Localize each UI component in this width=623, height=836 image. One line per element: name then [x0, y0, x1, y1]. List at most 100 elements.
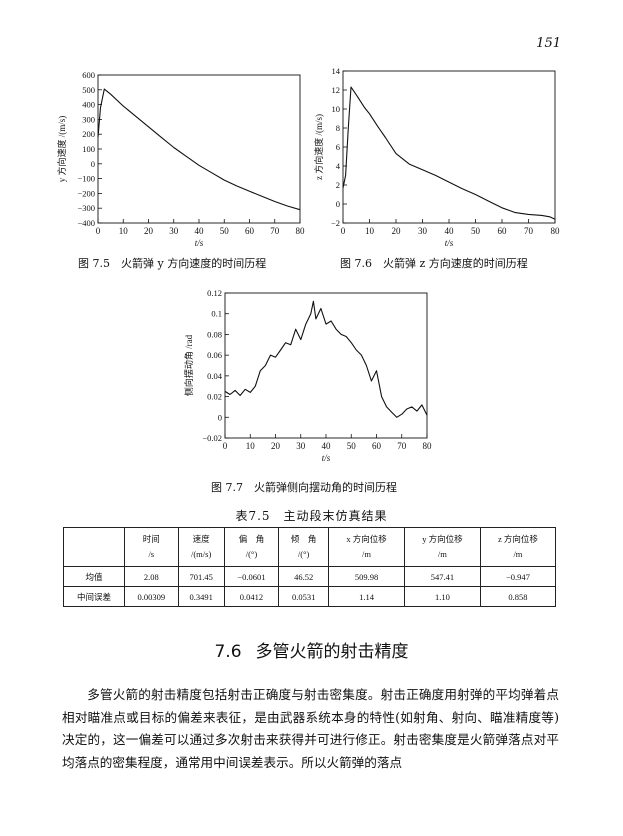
table-header-yaw: 偏 角/(°) — [224, 528, 279, 567]
table-header-x-displacement: x 方向位移/m — [329, 528, 405, 567]
y-tick-label: 0 — [91, 159, 95, 169]
y-tick-label: 0.06 — [207, 350, 222, 360]
y-tick-label: 0.1 — [211, 309, 222, 319]
table-cell: 0.0412 — [224, 587, 279, 607]
x-tick-label: 40 — [445, 226, 455, 236]
series-line — [225, 301, 427, 417]
series-line — [98, 89, 300, 210]
table-header-row: 时间/s 速度/(m/s) 偏 角/(°) 倾 角/(°) x 方向位移/m y… — [64, 528, 556, 567]
table-row-probable-error: 中间误差 0.00309 0.3491 0.0412 0.0531 1.14 1… — [64, 587, 556, 607]
body-paragraph: 多管火箭的射击精度包括射击正确度与射击密集度。射击正确度用射弹的平均弹着点相对瞄… — [62, 684, 559, 774]
x-tick-label: 60 — [498, 226, 508, 236]
x-tick-label: 30 — [169, 226, 179, 236]
figure-caption-7-6: 图 7.6 火箭弹 z 方向速度的时间历程 — [340, 255, 528, 271]
y-tick-label: 0.04 — [207, 371, 223, 381]
y-tick-label: 600 — [82, 70, 95, 80]
x-axis-label: t/s — [195, 238, 204, 248]
table-cell: 1.10 — [404, 587, 480, 607]
x-tick-label: 20 — [144, 226, 154, 236]
table-cell: 701.45 — [178, 567, 224, 587]
plot-frame — [225, 293, 427, 438]
y-tick-label: 14 — [332, 66, 341, 76]
chart-lateral-swing-angle: 0 10 20 30 40 50 60 70 80 0.12 0.1 0.08 0.06 0.04 0.02… — [185, 286, 440, 471]
section-number: 7.6 — [214, 642, 241, 662]
x-tick-label: 10 — [365, 226, 375, 236]
table-cell: 0.858 — [480, 587, 555, 607]
x-tick-label: 0 — [223, 441, 228, 451]
table-cell: 2.08 — [125, 567, 179, 587]
x-axis-label: t/s — [322, 453, 331, 463]
chart-y-velocity: 0 10 20 30 40 50 60 70 80 600 500 400 300 200 100 0 −100… — [55, 65, 315, 250]
series-line — [343, 87, 555, 219]
table-cell: −0.947 — [480, 567, 555, 587]
x-tick-label: 0 — [96, 226, 101, 236]
table-header-y-displacement: y 方向位移/m — [404, 528, 480, 567]
y-tick-label: −0.02 — [202, 433, 222, 443]
x-tick-label: 70 — [524, 226, 534, 236]
x-tick-label: 70 — [397, 441, 407, 451]
x-tick-label: 10 — [246, 441, 256, 451]
table-header-z-displacement: z 方向位移/m — [480, 528, 555, 567]
y-tick-label: 2 — [336, 180, 340, 190]
table-cell: 509.98 — [329, 567, 405, 587]
x-tick-label: 10 — [119, 226, 129, 236]
y-axis-label: 侧向摆动角 /rad — [183, 334, 194, 396]
y-tick-label: 300 — [82, 114, 95, 124]
table-corner-cell — [64, 528, 125, 567]
table-title: 表7.5 主动段末仿真结果 — [0, 507, 623, 524]
x-tick-label: 20 — [271, 441, 281, 451]
y-tick-label: −100 — [77, 174, 95, 184]
row-label: 均值 — [64, 567, 125, 587]
y-tick-label: 0.02 — [207, 392, 222, 402]
y-tick-label: 8 — [336, 123, 340, 133]
plot-frame — [98, 75, 300, 223]
y-tick-label: 0.12 — [207, 288, 222, 298]
results-table: 时间/s 速度/(m/s) 偏 角/(°) 倾 角/(°) x 方向位移/m y… — [63, 527, 556, 607]
x-tick-label: 80 — [551, 226, 561, 236]
x-tick-label: 40 — [322, 441, 332, 451]
table-cell: −0.0601 — [224, 567, 279, 587]
y-tick-label: 100 — [82, 144, 95, 154]
y-axis-label: y 方向速度 /(m/s) — [56, 116, 67, 183]
y-tick-label: 4 — [336, 161, 341, 171]
x-tick-label: 20 — [392, 226, 402, 236]
x-axis-label: t/s — [445, 238, 454, 248]
y-tick-label: 400 — [82, 100, 95, 110]
table-cell: 547.41 — [404, 567, 480, 587]
y-tick-label: −2 — [331, 218, 340, 228]
table-cell: 1.14 — [329, 587, 405, 607]
row-label: 中间误差 — [64, 587, 125, 607]
x-tick-label: 80 — [423, 441, 433, 451]
table-row-mean: 均值 2.08 701.45 −0.0601 46.52 509.98 547.… — [64, 567, 556, 587]
y-tick-label: −200 — [77, 188, 95, 198]
table-cell: 0.0531 — [279, 587, 329, 607]
table-cell: 46.52 — [279, 567, 329, 587]
page-number: 151 — [536, 36, 561, 51]
x-tick-label: 50 — [471, 226, 481, 236]
x-tick-label: 50 — [220, 226, 230, 236]
x-tick-label: 30 — [418, 226, 428, 236]
table-cell: 0.3491 — [178, 587, 224, 607]
table-header-time: 时间/s — [125, 528, 179, 567]
table-header-pitch: 倾 角/(°) — [279, 528, 329, 567]
y-axis-label: z 方向速度 /(m/s) — [313, 114, 324, 180]
x-tick-label: 0 — [341, 226, 346, 236]
y-tick-label: −300 — [77, 203, 95, 213]
x-tick-label: 50 — [347, 441, 357, 451]
x-tick-label: 70 — [270, 226, 280, 236]
x-tick-label: 60 — [372, 441, 382, 451]
section-heading: 7.6 多管火箭的射击精度 — [0, 637, 623, 662]
x-tick-label: 60 — [245, 226, 255, 236]
figure-caption-7-7: 图 7.7 火箭弹侧向摆动角的时间历程 — [211, 479, 397, 495]
figure-caption-7-5: 图 7.5 火箭弹 y 方向速度的时间历程 — [78, 255, 266, 271]
section-title: 多管火箭的射击精度 — [256, 642, 409, 662]
x-tick-label: 30 — [296, 441, 306, 451]
table-header-speed: 速度/(m/s) — [178, 528, 224, 567]
y-tick-label: 0 — [218, 412, 222, 422]
y-tick-label: 0.08 — [207, 329, 222, 339]
plot-frame — [343, 71, 555, 223]
table-cell: 0.00309 — [125, 587, 179, 607]
y-tick-label: 200 — [82, 129, 95, 139]
y-tick-label: 12 — [332, 85, 341, 95]
